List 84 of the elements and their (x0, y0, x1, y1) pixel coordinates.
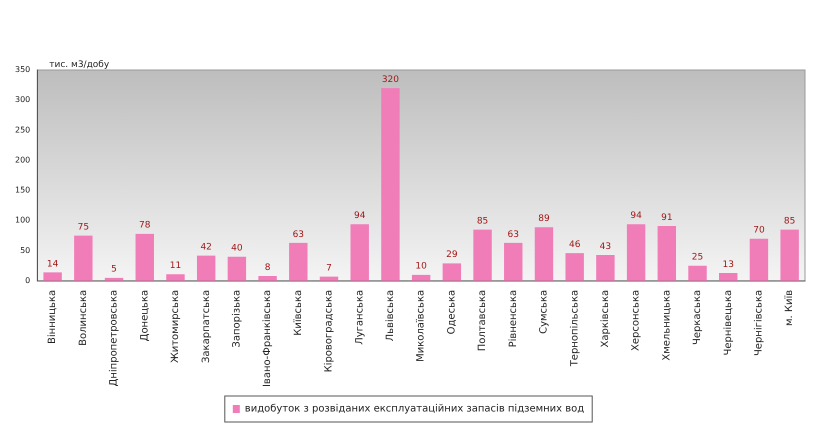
bar (658, 226, 676, 281)
bar (719, 273, 738, 281)
bar (596, 254, 615, 281)
y-tick-label: 150 (14, 186, 30, 195)
data-label: 70 (753, 226, 765, 236)
data-label: 46 (568, 240, 581, 250)
x-tick-label: Запорізька (231, 290, 242, 348)
x-tick-label: Житомирська (170, 290, 182, 364)
data-label: 10 (415, 262, 428, 272)
x-tick-label: Кіровоградська (324, 290, 335, 372)
bar (166, 274, 185, 281)
data-label: 85 (784, 216, 796, 227)
x-tick-label: Київська (292, 290, 304, 336)
data-label: 42 (200, 242, 212, 252)
data-label: 89 (538, 214, 550, 224)
bar (289, 242, 308, 281)
y-tick-label: 250 (14, 125, 30, 134)
bar (473, 230, 492, 281)
x-tick-label: Черкаська (692, 290, 704, 345)
bar (136, 234, 154, 281)
data-label: 13 (722, 260, 734, 270)
x-tick-label: м. Київ (784, 290, 796, 326)
y-tick-label: 350 (14, 65, 30, 74)
bar (688, 266, 707, 281)
x-tick-label: Волинська (78, 290, 89, 346)
x-tick-label: Рівненська (508, 290, 519, 348)
bar (43, 272, 62, 281)
x-tick-label: Сумська (538, 290, 550, 334)
x-tick-label: Чернігівська (754, 290, 765, 356)
y-tick-label: 50 (20, 246, 30, 255)
x-tick-label: Луганська (354, 290, 366, 345)
bar (534, 227, 554, 281)
y-tick-label: 100 (14, 216, 30, 225)
data-label: 43 (600, 242, 612, 252)
data-label: 75 (78, 222, 90, 233)
bar (228, 256, 246, 281)
bar (258, 276, 277, 281)
bar (504, 242, 522, 281)
x-tick-label: Хмельницька (661, 290, 672, 361)
x-tick-label: Тернопільська (569, 290, 580, 368)
bar (74, 236, 93, 281)
bar (780, 230, 799, 281)
data-label: 78 (139, 220, 151, 231)
bar (626, 224, 646, 281)
bar (350, 224, 369, 281)
bar (196, 256, 216, 281)
y-tick-label: 200 (14, 155, 30, 164)
x-tick-label: Одеська (446, 290, 458, 334)
x-tick-label: Закарпатська (200, 290, 212, 363)
data-label: 85 (476, 216, 488, 227)
data-label: 63 (508, 230, 519, 240)
y-axis-title: тис. м3/добу (49, 60, 110, 70)
y-tick-label: 0 (25, 276, 30, 285)
y-tick-label: 300 (14, 95, 30, 104)
data-label: 5 (111, 264, 117, 275)
bar (565, 253, 584, 281)
data-label: 11 (170, 261, 182, 272)
x-tick-label: Миколаївська (416, 290, 427, 362)
data-label: 320 (382, 74, 400, 85)
x-tick-label: Херсонська (630, 290, 642, 351)
data-label: 63 (292, 230, 304, 240)
bar (412, 274, 430, 281)
data-label: 7 (326, 263, 332, 274)
x-tick-label: Дніпропетровська (108, 290, 120, 386)
x-tick-label: Донецька (139, 290, 150, 342)
x-tick-label: Харківська (600, 290, 611, 348)
x-tick-label: Полтавська (477, 290, 488, 352)
data-label: 94 (630, 211, 642, 222)
x-tick-label: Вінницька (47, 290, 58, 344)
bar (381, 88, 400, 281)
data-label: 40 (231, 244, 243, 254)
data-label: 91 (661, 212, 673, 223)
x-tick-label: Івано-Франківська (262, 290, 274, 388)
data-label: 25 (692, 252, 704, 263)
bar (442, 263, 462, 281)
bar (320, 276, 338, 281)
x-tick-label: Чернівецька (722, 290, 734, 356)
data-label: 94 (354, 211, 366, 222)
data-label: 14 (46, 259, 59, 270)
bar (750, 238, 768, 281)
data-label: 29 (446, 250, 458, 260)
legend-label: видобуток з розвіданих експлуатаційних запасів підземних вод (244, 404, 584, 415)
data-label: 8 (264, 262, 271, 273)
x-tick-label: Львівська (385, 290, 396, 342)
